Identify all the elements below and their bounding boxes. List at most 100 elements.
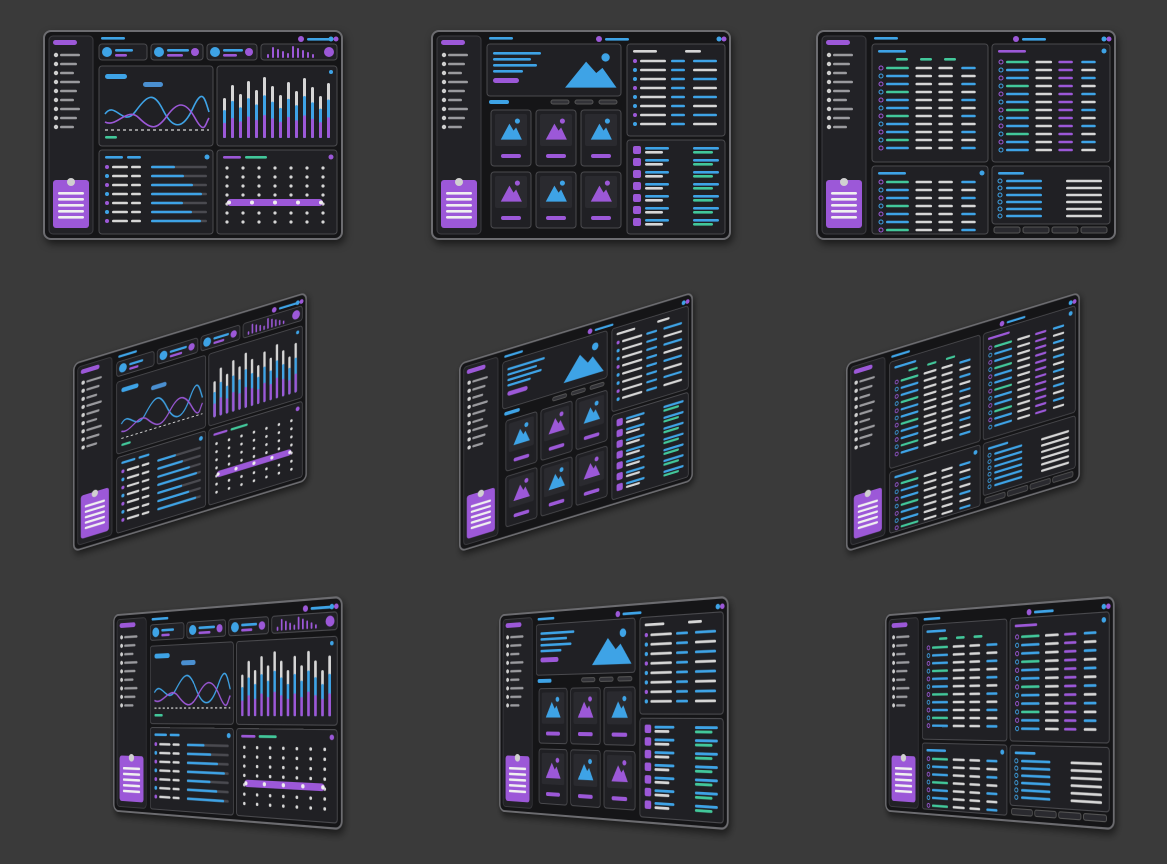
pill	[446, 210, 472, 213]
pill	[654, 738, 674, 741]
pill	[693, 219, 719, 222]
bar-low	[327, 117, 330, 138]
pill	[640, 123, 666, 126]
pill	[645, 183, 669, 186]
pill	[915, 229, 932, 232]
pill	[953, 669, 965, 672]
dot	[105, 201, 109, 205]
pill	[1045, 728, 1059, 731]
pill	[886, 107, 909, 110]
bar-low	[248, 695, 250, 716]
dot	[250, 201, 254, 205]
dot	[120, 703, 123, 707]
pill	[151, 166, 175, 169]
pill	[896, 678, 905, 681]
button	[540, 657, 558, 663]
dot	[442, 89, 446, 93]
pill	[915, 67, 932, 70]
pill	[915, 91, 932, 94]
avatar	[633, 170, 641, 178]
mini-bar	[302, 618, 304, 629]
pill	[1058, 117, 1073, 120]
pill	[1058, 93, 1073, 96]
pill	[693, 60, 717, 63]
pill	[961, 189, 976, 192]
pill	[1045, 719, 1059, 722]
bar-low	[239, 121, 242, 138]
pill	[1035, 93, 1052, 96]
pill	[961, 91, 976, 94]
pill	[695, 726, 718, 729]
dot	[1102, 37, 1107, 42]
pill	[1064, 710, 1076, 713]
dot	[442, 53, 446, 57]
pill	[1064, 702, 1076, 705]
mini-bar	[292, 46, 294, 58]
pill	[173, 761, 180, 764]
bar-low	[241, 700, 243, 716]
pill	[1006, 180, 1042, 183]
pill	[446, 216, 472, 219]
pill	[654, 743, 669, 746]
pill	[159, 760, 170, 763]
pill	[961, 99, 976, 102]
pill	[878, 50, 906, 53]
bar-low	[300, 697, 303, 716]
pill	[969, 709, 980, 712]
pill	[245, 156, 267, 159]
pill	[60, 117, 77, 120]
pill	[60, 72, 74, 75]
pill	[878, 172, 906, 175]
pill	[493, 64, 537, 67]
dot	[827, 71, 831, 75]
tile-button	[591, 216, 611, 220]
dot	[321, 175, 324, 178]
pill	[886, 67, 909, 70]
bar-low	[238, 393, 240, 410]
avatar	[645, 725, 651, 734]
dot	[305, 211, 308, 214]
pill	[1081, 61, 1096, 64]
dot	[257, 211, 260, 214]
pill	[170, 734, 180, 737]
mini-bar	[272, 47, 274, 58]
pill	[58, 210, 84, 213]
pill	[60, 99, 74, 102]
pill	[645, 207, 669, 210]
pill	[131, 202, 141, 205]
dot	[515, 180, 520, 185]
pill	[969, 759, 980, 762]
dot	[305, 166, 308, 169]
mini-bar	[287, 53, 289, 58]
pill	[915, 213, 932, 216]
pill	[1064, 650, 1076, 653]
pill	[654, 726, 674, 729]
dot	[560, 118, 565, 123]
mini-bar	[279, 320, 281, 326]
dot	[257, 193, 260, 196]
bar-low	[245, 386, 247, 408]
bar-low	[263, 382, 265, 402]
pill	[124, 696, 135, 699]
avatar	[633, 182, 641, 190]
pill	[640, 96, 666, 99]
pill	[831, 210, 857, 213]
logo-pill	[53, 40, 77, 45]
bar-low	[271, 118, 274, 138]
pill	[938, 147, 953, 150]
tab	[489, 100, 509, 104]
dot	[273, 220, 276, 223]
dot	[515, 118, 520, 123]
dot	[633, 95, 637, 99]
dot	[442, 71, 446, 75]
pill	[1006, 61, 1029, 64]
pill	[693, 114, 717, 117]
mini-bar	[277, 627, 279, 631]
footer-button	[994, 227, 1020, 233]
pill	[986, 768, 997, 771]
panel	[922, 743, 1007, 815]
dot	[622, 696, 626, 701]
pill	[1035, 141, 1052, 144]
pill	[939, 637, 947, 640]
footer-button	[1052, 227, 1078, 233]
